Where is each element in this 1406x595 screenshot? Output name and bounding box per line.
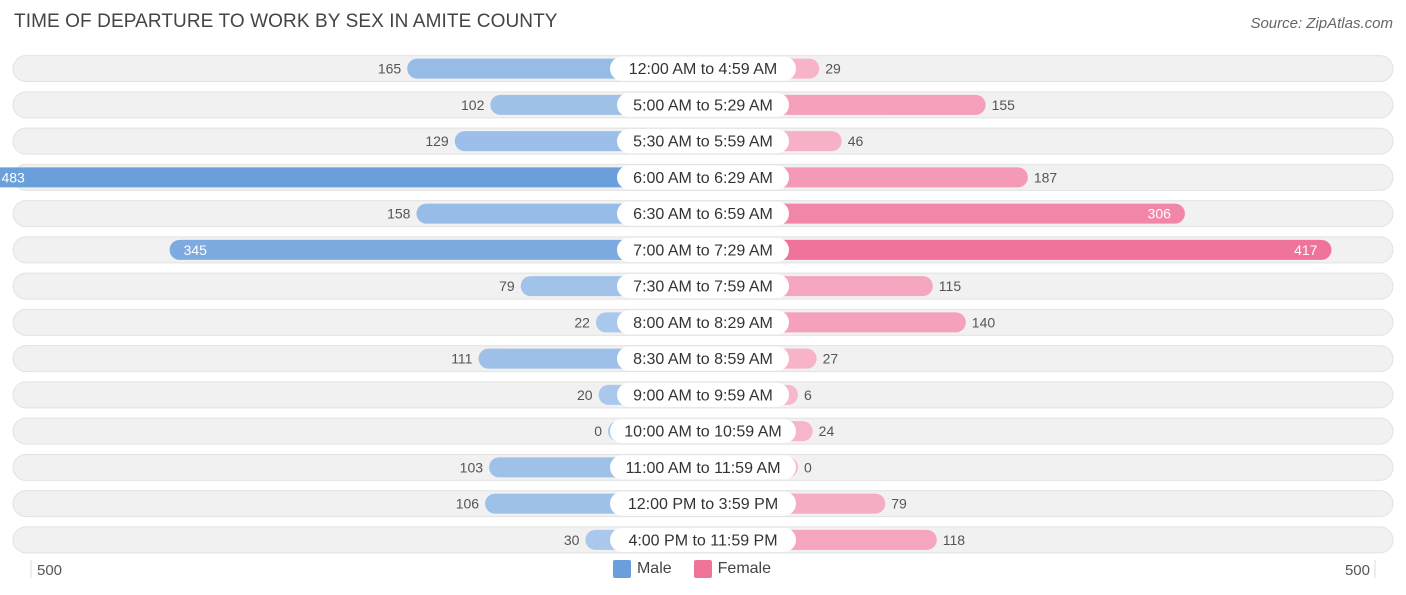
category-pill [617,129,789,154]
category-label: 6:30 AM to 6:59 AM [633,206,773,223]
value-label-male: 22 [574,314,590,330]
bar-female [703,203,1185,224]
value-label-female: 79 [891,496,907,512]
value-label-female: 29 [825,61,841,77]
value-label-female: 187 [1034,169,1058,185]
category-pill [617,346,789,371]
legend-label-male: Male [636,560,672,577]
bar-female [703,239,1332,260]
value-label-male: 129 [425,133,449,149]
category-label: 8:30 AM to 8:59 AM [633,351,773,368]
value-label-female: 27 [823,351,839,367]
category-pill [610,419,796,444]
category-label: 11:00 AM to 11:59 AM [625,460,780,477]
value-label-female: 155 [992,97,1016,113]
value-label-male: 345 [184,242,208,258]
category-label: 7:00 AM to 7:29 AM [633,242,773,259]
value-label-male: 483 [1,169,25,185]
bar-male [169,239,704,260]
value-label-female: 417 [1294,242,1318,258]
category-pill [610,455,796,480]
category-pill [617,237,789,262]
bar-male [0,167,703,188]
value-label-female: 118 [943,532,966,548]
category-pill [610,491,796,516]
value-label-female: 306 [1148,206,1172,222]
value-label-male: 102 [461,97,485,113]
category-pill [617,165,789,190]
value-label-female: 46 [848,133,864,149]
legend-swatch-male [612,560,631,578]
category-pill [610,527,796,552]
category-pill [617,201,789,226]
legend-item-male: Male [612,560,672,578]
value-label-male: 20 [577,387,593,403]
chart-title: TIME OF DEPARTURE TO WORK BY SEX IN AMIT… [14,11,558,32]
category-pill [617,92,789,117]
axis-right-label: 500 [1344,562,1370,579]
legend: Male Female [0,560,1406,578]
value-label-female: 140 [972,314,996,330]
category-label: 10:00 AM to 10:59 AM [624,424,781,441]
category-label: 4:00 PM to 11:59 PM [628,532,777,549]
legend-swatch-female [693,560,712,578]
value-label-female: 24 [819,423,835,439]
value-label-female: 6 [804,387,812,403]
category-label: 5:30 AM to 5:59 AM [633,134,773,151]
category-pill [617,382,789,407]
category-label: 5:00 AM to 5:29 AM [633,97,773,114]
category-label: 12:00 PM to 3:59 PM [628,496,778,513]
value-label-male: 165 [378,61,402,77]
chart-source: Source: ZipAtlas.com [1250,15,1393,32]
category-label: 8:00 AM to 8:29 AM [633,315,773,332]
value-label-male: 0 [594,423,602,439]
category-label: 12:00 AM to 4:59 AM [629,61,778,78]
value-label-female: 0 [804,459,812,475]
category-pill [617,310,789,335]
category-pill [617,274,789,299]
value-label-male: 111 [451,351,472,367]
axis-left-label: 500 [37,562,63,579]
value-label-male: 103 [460,459,484,475]
legend-label-female: Female [717,560,772,577]
category-pill [610,56,796,81]
category-label: 7:30 AM to 7:59 AM [633,279,773,296]
category-label: 6:00 AM to 6:29 AM [633,170,773,187]
value-label-male: 30 [564,532,580,548]
value-label-male: 158 [387,206,411,222]
category-label: 9:00 AM to 9:59 AM [633,387,773,404]
value-label-male: 106 [456,496,480,512]
value-label-female: 115 [939,278,962,294]
legend-item-female: Female [693,560,772,578]
value-label-male: 79 [499,278,515,294]
